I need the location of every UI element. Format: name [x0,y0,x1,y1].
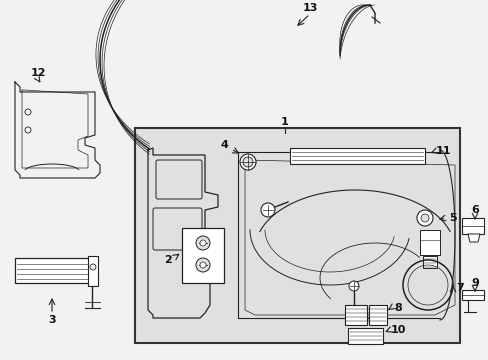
Circle shape [90,264,96,270]
Bar [88,256,98,286]
Bar [345,305,366,325]
Text: 3: 3 [48,315,56,325]
Bar [461,290,483,300]
Circle shape [420,214,428,222]
Bar [289,148,424,164]
Circle shape [348,281,358,291]
Bar [135,128,459,343]
Text: 1: 1 [281,117,288,127]
Text: 10: 10 [389,325,405,335]
Circle shape [243,157,252,167]
Text: 13: 13 [302,3,317,13]
Circle shape [25,127,31,133]
Text: 8: 8 [393,303,401,313]
Text: 6: 6 [470,205,478,215]
Bar [422,256,436,268]
Circle shape [25,109,31,115]
FancyBboxPatch shape [153,208,202,250]
Bar [15,258,90,283]
Text: 11: 11 [434,146,450,156]
Text: 9: 9 [470,278,478,288]
Bar [368,305,386,325]
Text: 2: 2 [164,255,171,265]
Circle shape [196,258,209,272]
Circle shape [200,262,205,268]
Circle shape [416,210,432,226]
Bar [461,218,483,234]
Text: 5: 5 [448,213,456,223]
Circle shape [261,203,274,217]
Polygon shape [467,234,479,242]
Bar [419,230,439,255]
FancyBboxPatch shape [156,160,202,199]
Text: 7: 7 [455,283,463,293]
Text: 4: 4 [220,140,227,150]
Circle shape [200,240,205,246]
Circle shape [196,236,209,250]
Bar [347,328,382,344]
Bar [182,228,224,283]
Circle shape [240,154,256,170]
Text: 12: 12 [30,68,46,78]
